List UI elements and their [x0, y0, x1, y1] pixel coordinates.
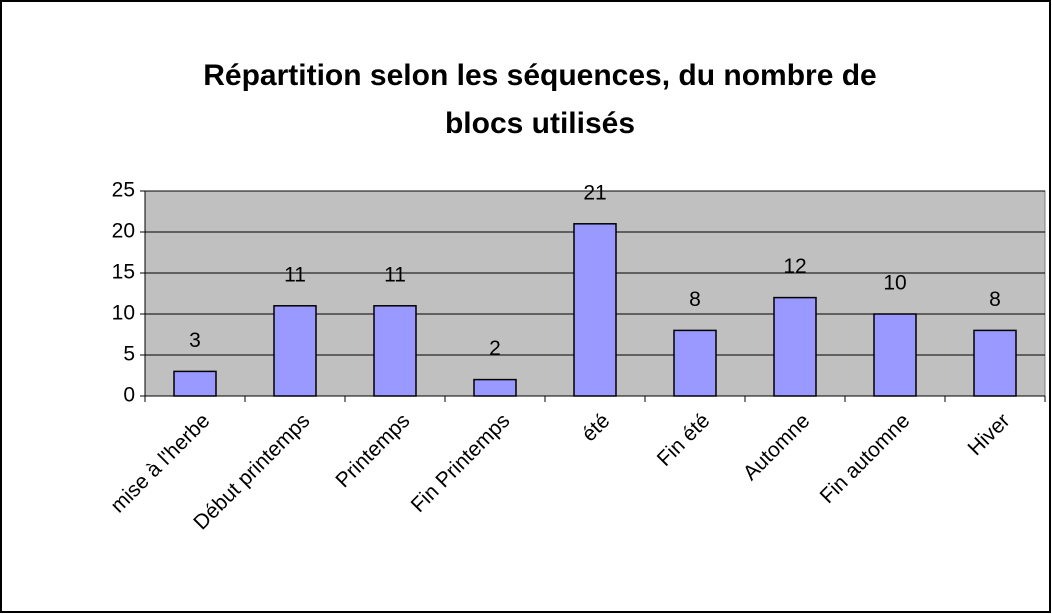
chart-title: blocs utilisés — [445, 107, 635, 140]
bar — [173, 370, 217, 397]
bar — [573, 223, 617, 397]
bar — [873, 313, 917, 397]
data-label: 10 — [883, 272, 906, 295]
y-tick-label: 5 — [123, 343, 135, 366]
bar — [673, 329, 717, 397]
chart-title: Répartition selon les séquences, du nomb… — [203, 59, 877, 92]
data-label: 8 — [689, 288, 701, 311]
data-label: 21 — [583, 181, 606, 204]
data-label: 8 — [989, 288, 1001, 311]
bar — [973, 329, 1017, 397]
y-tick-label: 10 — [112, 302, 135, 325]
data-label: 12 — [783, 255, 806, 278]
bar — [373, 305, 417, 397]
y-tick-label: 0 — [123, 384, 135, 407]
data-label: 11 — [284, 263, 306, 286]
data-label: 3 — [189, 329, 201, 352]
y-tick-label: 20 — [112, 220, 135, 243]
y-tick-label: 25 — [112, 179, 135, 202]
bar — [473, 378, 517, 397]
data-label: 11 — [384, 263, 406, 286]
y-tick-label: 15 — [112, 261, 135, 284]
bar — [773, 296, 817, 397]
bar — [273, 305, 317, 397]
data-label: 2 — [489, 337, 501, 360]
